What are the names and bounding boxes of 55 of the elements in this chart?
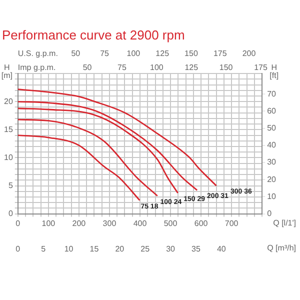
text: 125 <box>156 48 170 58</box>
y2-tick-label: 50 <box>267 124 277 133</box>
y2-tick-label: 30 <box>267 158 277 167</box>
text: 75 <box>100 48 110 58</box>
x-tick-label: 500 <box>164 218 178 228</box>
chart-title: Performance curve at 2900 rpm <box>2 27 185 42</box>
x2-tick-label: 0 <box>16 244 21 254</box>
x2-tick-label: 30 <box>166 244 176 254</box>
text: Imp g.p.m. <box>18 62 56 72</box>
y2-tick-label: 20 <box>267 174 277 184</box>
x-tick-label: 700 <box>224 218 239 228</box>
text: 50 <box>71 48 81 58</box>
x-axis-title: Q [l/1'] <box>273 218 296 228</box>
y2-tick-label: 70 <box>267 89 277 98</box>
y-axis-title: H [m] <box>1 62 12 80</box>
y2-tick-label: 60 <box>267 106 277 116</box>
y-tick-label: 20 <box>4 96 14 106</box>
y2-tick-label: 0 <box>267 209 272 218</box>
line-series <box>18 88 218 186</box>
line-series <box>18 134 140 202</box>
text: 175 <box>254 62 268 72</box>
y-tick-label: 5 <box>8 180 14 190</box>
y-tick-label: 10 <box>4 152 14 162</box>
y-tick-label: 15 <box>4 124 14 134</box>
x2-tick-label: 35 <box>192 244 201 254</box>
text: 200 <box>242 48 256 58</box>
y2-axis-title: H [ft] <box>270 62 279 80</box>
text: 150 <box>184 48 198 58</box>
y2-tick-label: 10 <box>267 192 277 201</box>
x2-tick-label: 15 <box>90 244 100 254</box>
x-tick-label: 600 <box>194 218 208 228</box>
text: 175 <box>213 48 228 58</box>
text: 50 <box>82 62 92 72</box>
text: 100 <box>150 62 164 72</box>
line-series <box>18 100 198 191</box>
x2-tick-label: 20 <box>115 244 125 254</box>
line-series <box>18 118 158 197</box>
x-tick-label: 100 <box>42 218 56 228</box>
x2-tick-label: 25 <box>140 244 150 254</box>
text: 75 <box>118 62 127 72</box>
y-tick-label: 0 <box>8 209 14 218</box>
text: 100 <box>126 48 141 58</box>
x2-tick-label: 10 <box>64 244 74 254</box>
y2-tick-label: 40 <box>267 140 277 150</box>
x2-tick-label: 40 <box>216 244 226 254</box>
x-tick-label: 200 <box>72 218 86 228</box>
x2-axis-title: Q [m³/h] <box>267 243 296 252</box>
x-tick-label: 0 <box>16 218 21 228</box>
line-series <box>18 108 179 194</box>
x-tick-label: 300 <box>102 218 117 228</box>
text: 150 <box>219 62 234 72</box>
x-tick-label: 400 <box>133 218 148 228</box>
text: U.S. g.p.m. <box>18 48 58 58</box>
x2-tick-label: 5 <box>41 244 46 254</box>
text: 125 <box>184 62 199 72</box>
